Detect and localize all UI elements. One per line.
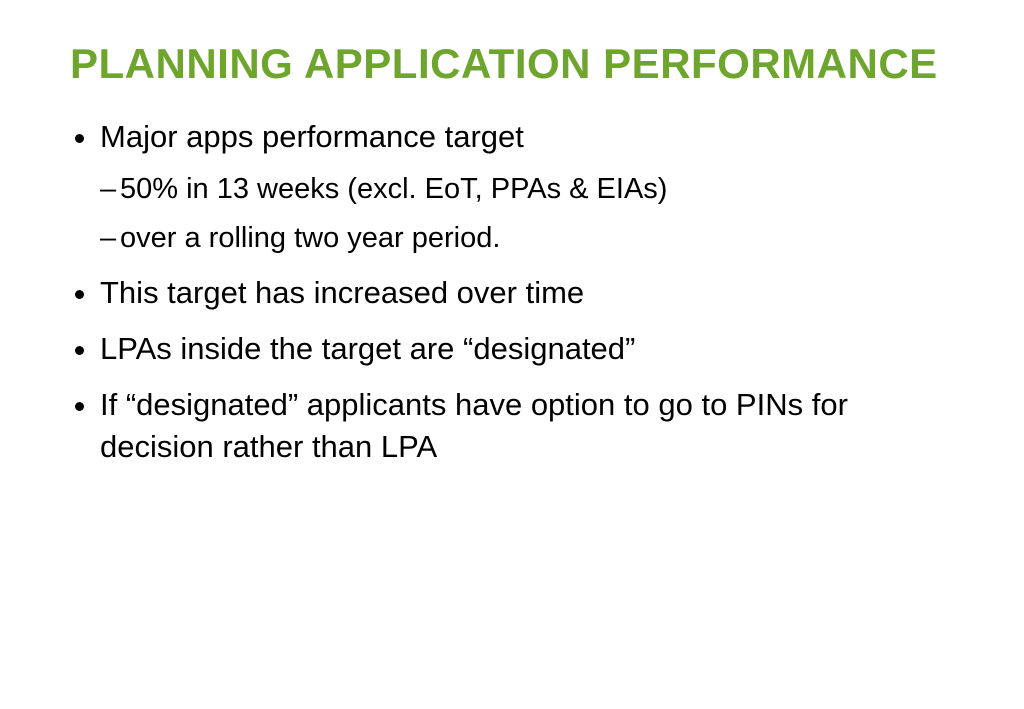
- bullet-text: Major apps performance target: [100, 119, 524, 154]
- sub-list-item: over a rolling two year period.: [120, 219, 954, 258]
- bullet-text: LPAs inside the target are “designated”: [100, 331, 635, 366]
- bullet-text: 50% in 13 weeks (excl. EoT, PPAs & EIAs): [120, 173, 667, 205]
- slide: PLANNING APPLICATION PERFORMANCE Major a…: [0, 0, 1024, 522]
- list-item: Major apps performance target 50% in 13 …: [100, 116, 954, 258]
- bullet-list: Major apps performance target 50% in 13 …: [70, 116, 954, 468]
- list-item: LPAs inside the target are “designated”: [100, 328, 954, 370]
- slide-title: PLANNING APPLICATION PERFORMANCE: [70, 40, 954, 88]
- bullet-text: This target has increased over time: [100, 275, 584, 310]
- list-item: If “designated” applicants have option t…: [100, 384, 954, 468]
- sub-list: 50% in 13 weeks (excl. EoT, PPAs & EIAs)…: [100, 170, 954, 258]
- bullet-text: over a rolling two year period.: [120, 222, 500, 254]
- sub-list-item: 50% in 13 weeks (excl. EoT, PPAs & EIAs): [120, 170, 954, 209]
- list-item: This target has increased over time: [100, 272, 954, 314]
- bullet-text: If “designated” applicants have option t…: [100, 387, 848, 464]
